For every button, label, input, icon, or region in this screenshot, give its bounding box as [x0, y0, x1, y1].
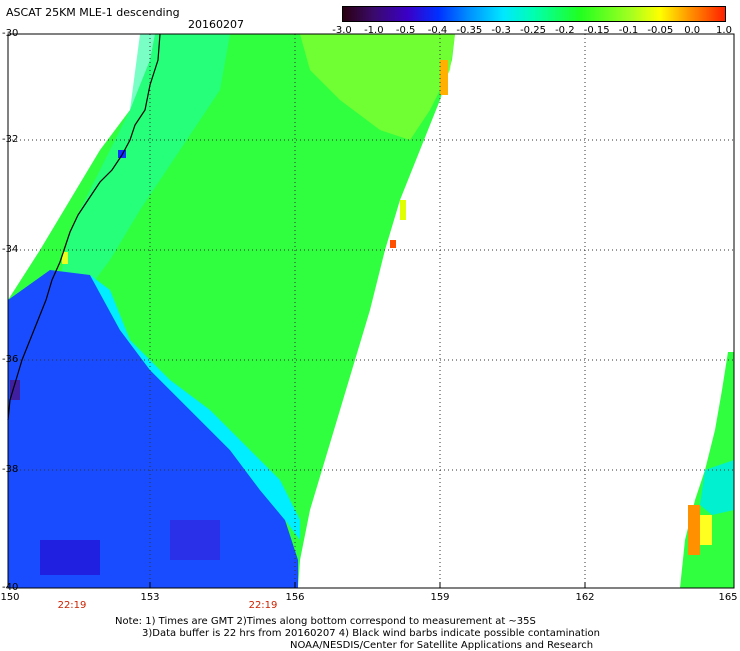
longitude-label: 153 — [140, 592, 160, 603]
swath-blue-region — [8, 270, 298, 588]
yellow-pixel — [400, 200, 406, 220]
colorbar-tick-label: 1.0 — [716, 25, 732, 36]
longitude-label: 162 — [575, 592, 595, 603]
latitude-label: -36 — [2, 354, 19, 365]
grid-lines — [8, 34, 734, 588]
note-line-1: Note: 1) Times are GMT 2)Times along bot… — [115, 616, 536, 627]
colorbar-tick-label: -0.5 — [395, 25, 416, 36]
colorbar-tick-label: -1.0 — [364, 25, 384, 36]
colorbar-tick-label: -0.2 — [555, 25, 575, 36]
colorbar-tick-label: -0.3 — [491, 25, 511, 36]
note-line-3: NOAA/NESDIS/Center for Satellite Applica… — [290, 640, 594, 651]
dark-blue-patch — [170, 520, 220, 560]
longitude-label: 150 — [0, 592, 20, 603]
dark-blue-patch — [40, 540, 100, 575]
swath-east-cyan — [700, 460, 734, 515]
colorbar-tick-label: -0.15 — [583, 25, 610, 36]
time-label-central: 22:19 — [248, 600, 278, 611]
colorbar — [342, 6, 726, 22]
swath-cyan-band — [60, 34, 230, 300]
latitude-label: -38 — [2, 464, 19, 475]
orange-pixel — [440, 60, 448, 95]
bottom-ticks — [149, 582, 586, 588]
east-orange-pixels — [688, 505, 700, 555]
colorbar-tick-label: 0.0 — [684, 25, 701, 36]
coastline — [7, 33, 161, 421]
purple-pixel — [10, 380, 20, 400]
colorbar-tick-label: -0.05 — [647, 25, 674, 36]
yellow-coast-pixel — [62, 252, 68, 264]
swath-yellowgreen-patch — [300, 34, 455, 140]
east-yellow-pixels — [700, 515, 712, 545]
latitude-label: -34 — [2, 244, 19, 255]
colorbar-tick-label: -0.4 — [427, 25, 448, 36]
longitude-label: 159 — [430, 592, 450, 603]
longitude-label: 156 — [285, 592, 305, 603]
chart-title: ASCAT 25KM MLE-1 descending — [6, 6, 180, 19]
chart-date: 20160207 — [188, 18, 244, 31]
time-label-west: 22:19 — [57, 600, 87, 611]
latitude-label: -40 — [2, 582, 19, 593]
latitude-label: -32 — [2, 134, 19, 145]
colorbar-tick-label: -3.0 — [332, 25, 352, 36]
swath-cyan-transition — [90, 275, 300, 540]
colorbar-tick-label: -0.35 — [456, 25, 483, 36]
map-frame — [7, 33, 735, 589]
note-line-2: 3)Data buffer is 22 hrs from 20160207 4)… — [142, 628, 600, 639]
latitude-label: -30 — [2, 28, 19, 39]
longitude-label: 165 — [718, 592, 738, 603]
colorbar-tick-label: -0.1 — [618, 25, 639, 36]
red-pixel — [390, 240, 396, 248]
colorbar-tick-label: -0.25 — [520, 25, 546, 36]
